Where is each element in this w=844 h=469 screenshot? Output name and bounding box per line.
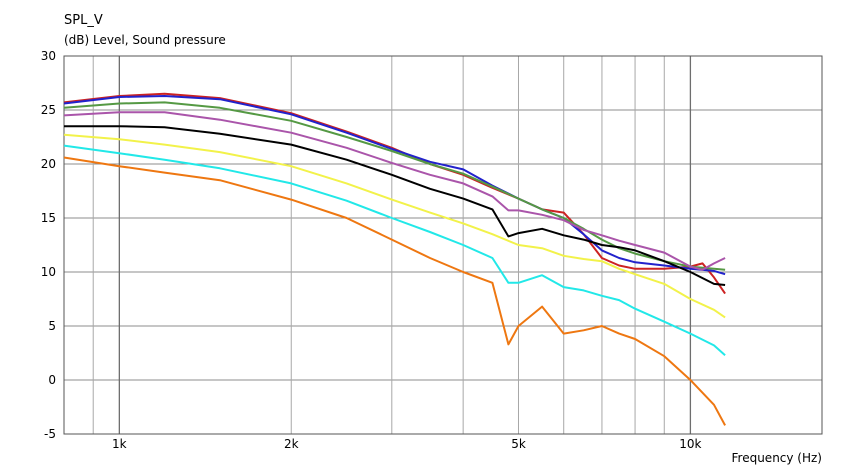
y-tick-label: 10 bbox=[41, 265, 56, 279]
series-line-7 bbox=[63, 144, 726, 356]
plot-area bbox=[64, 56, 822, 434]
y-tick-label: 25 bbox=[41, 103, 56, 117]
y-tick-label: 20 bbox=[41, 157, 56, 171]
x-tick-label: 2k bbox=[284, 437, 299, 451]
plot-frame bbox=[63, 55, 823, 435]
y-tick-label: 15 bbox=[41, 211, 56, 225]
y-axis-label: (dB) Level, Sound pressure bbox=[64, 33, 226, 47]
x-axis-label: Frequency (Hz) bbox=[731, 451, 823, 465]
series-line-4 bbox=[63, 111, 726, 271]
series-line-6 bbox=[63, 133, 726, 319]
x-tick-label: 5k bbox=[511, 437, 526, 451]
y-tick-label: 5 bbox=[48, 319, 56, 333]
series-line-8 bbox=[63, 156, 726, 426]
chart-title: SPL_V bbox=[64, 13, 103, 28]
y-tick-label: 0 bbox=[48, 373, 56, 387]
x-tick-label: 10k bbox=[679, 437, 701, 451]
series-line-5 bbox=[64, 125, 726, 286]
y-tick-label: 30 bbox=[41, 49, 56, 63]
x-tick-label: 1k bbox=[112, 437, 127, 451]
series-line-3 bbox=[63, 101, 726, 271]
y-tick-label: -5 bbox=[44, 427, 56, 441]
